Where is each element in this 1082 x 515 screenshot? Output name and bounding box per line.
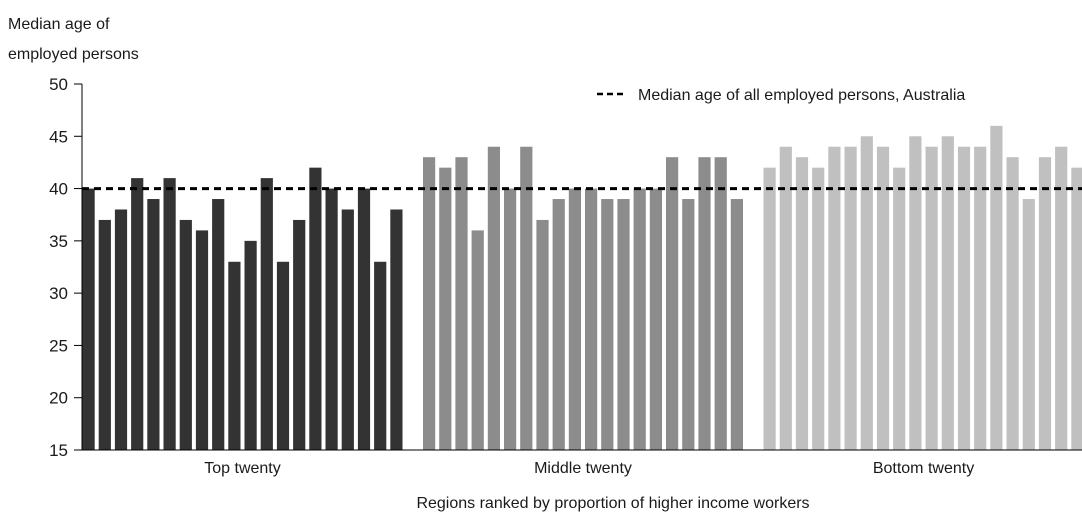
- bar: [876, 146, 890, 450]
- y-tick-label: 20: [49, 389, 68, 408]
- bar: [957, 146, 971, 450]
- bar: [228, 261, 241, 450]
- y-tick-label: 50: [49, 75, 68, 94]
- bar: [730, 199, 743, 450]
- group-label: Top twenty: [204, 460, 280, 477]
- y-tick-label: 25: [49, 336, 68, 355]
- bar: [147, 199, 160, 450]
- bar: [423, 157, 436, 450]
- bar: [682, 199, 695, 450]
- x-axis-label: Regions ranked by proportion of higher i…: [416, 495, 809, 512]
- group-label: Middle twenty: [534, 460, 632, 477]
- bar: [925, 146, 938, 450]
- bar: [471, 230, 484, 450]
- bar: [714, 157, 727, 450]
- bar: [536, 219, 549, 450]
- bar: [763, 167, 776, 450]
- bar: [568, 188, 581, 451]
- bar: [1038, 157, 1052, 450]
- bar: [617, 199, 630, 450]
- bar: [390, 209, 403, 450]
- bar: [487, 146, 500, 450]
- bar: [439, 167, 452, 450]
- bar: [1022, 199, 1035, 450]
- bar: [633, 188, 646, 451]
- bar: [82, 188, 95, 451]
- bar: [828, 146, 841, 450]
- bar: [374, 261, 387, 450]
- y-axis-ticks: 15 20 25 30 35 40 45 50: [49, 75, 82, 460]
- bar: [1055, 146, 1068, 450]
- bar: [195, 230, 209, 450]
- bar: [779, 146, 792, 450]
- bar: [309, 167, 322, 450]
- bar: [357, 188, 371, 451]
- bar: [520, 146, 533, 450]
- bars: [82, 125, 1082, 451]
- y-tick-label: 30: [49, 284, 68, 303]
- bar: [114, 209, 128, 450]
- legend-label: Median age of all employed persons, Aust…: [638, 87, 965, 104]
- bar: [844, 146, 857, 450]
- bar: [795, 157, 809, 450]
- bar: [163, 178, 176, 450]
- bar: [260, 178, 273, 450]
- bar: [698, 157, 711, 450]
- bar: [455, 157, 468, 450]
- bar: [276, 261, 290, 450]
- bar: [504, 188, 517, 451]
- bar: [293, 219, 306, 450]
- group-labels: Top twenty Middle twenty Bottom twenty: [204, 460, 974, 477]
- bar: [893, 167, 906, 450]
- bar: [244, 240, 257, 450]
- bar: [812, 167, 825, 450]
- bar: [552, 199, 565, 450]
- y-tick-label: 15: [49, 441, 68, 460]
- bar: [1006, 157, 1019, 450]
- bar: [341, 209, 354, 450]
- bar: [585, 188, 598, 451]
- bar: [941, 136, 954, 451]
- bar: [98, 219, 111, 450]
- bar: [860, 136, 873, 451]
- y-tick-label: 35: [49, 232, 68, 251]
- bar: [212, 199, 225, 450]
- y-tick-label: 45: [49, 127, 68, 146]
- bar: [601, 199, 614, 450]
- bar: [325, 188, 338, 451]
- bar: [649, 188, 662, 451]
- y-tick-label: 40: [49, 180, 68, 199]
- bar: [974, 146, 987, 450]
- legend: Median age of all employed persons, Aust…: [597, 87, 965, 104]
- y-axis-label-line-1: Median age of: [8, 16, 110, 33]
- bar: [909, 136, 922, 451]
- group-label: Bottom twenty: [873, 460, 974, 477]
- bar: [131, 178, 144, 450]
- bar: [179, 219, 192, 450]
- bar: [666, 157, 679, 450]
- bar: [990, 125, 1003, 450]
- bar: [1071, 167, 1082, 450]
- y-axis-label-line-2: employed persons: [8, 46, 139, 63]
